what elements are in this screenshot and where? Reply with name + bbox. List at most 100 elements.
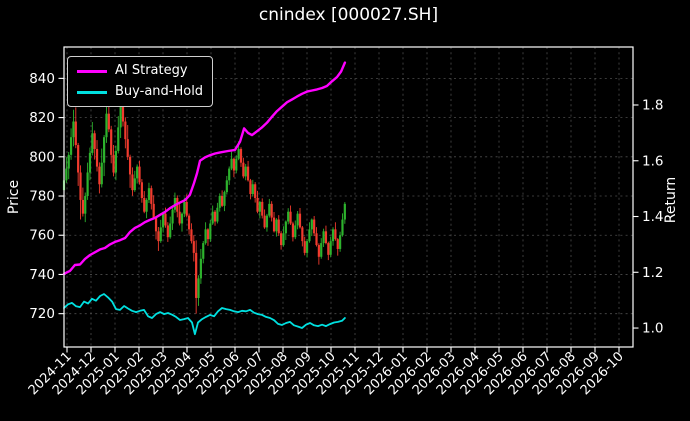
candle-body — [211, 211, 214, 224]
candle-body — [317, 245, 320, 257]
candle-body — [322, 231, 325, 244]
candle-body — [282, 233, 285, 246]
plot-border — [63, 46, 634, 348]
legend-item-ai-strategy: AI Strategy — [77, 64, 203, 78]
candle-body — [225, 180, 228, 193]
candle-body — [232, 158, 236, 171]
candle-body — [296, 213, 299, 226]
candle-body — [98, 166, 101, 185]
candle-body — [74, 121, 77, 146]
candle-body — [100, 162, 103, 185]
candle-body — [145, 199, 148, 212]
right-tick-label: 1.4 — [642, 209, 663, 225]
left-tick-label: 800 — [29, 149, 55, 165]
candle-body — [249, 180, 252, 195]
candle-body — [223, 192, 226, 206]
legend-label-buy-and-hold: Buy-and-Hold — [115, 84, 204, 99]
buy-and-hold-line — [63, 293, 346, 336]
candle-body — [105, 113, 108, 138]
candle-body — [329, 241, 332, 255]
candle-body — [138, 166, 141, 183]
candle-body — [265, 215, 269, 228]
candle-body — [289, 211, 292, 224]
candlesticks — [62, 94, 346, 314]
candle-body — [339, 235, 342, 249]
candle-body — [298, 213, 302, 228]
candle-body — [301, 227, 304, 242]
candle-body — [126, 139, 129, 157]
candle-body — [308, 229, 311, 242]
right-tick-label: 1.0 — [642, 321, 663, 337]
candle-body — [261, 201, 264, 216]
candle-body — [303, 241, 306, 253]
candle-body — [235, 158, 238, 171]
candle-body — [268, 203, 271, 216]
candle-body — [277, 219, 280, 234]
candle-body — [187, 215, 191, 230]
candle-body — [209, 223, 212, 240]
candle-body — [334, 229, 337, 240]
candle-body — [143, 197, 146, 212]
candle-body — [84, 196, 87, 214]
candle-body — [331, 229, 335, 242]
candle-body — [216, 207, 219, 222]
candle-body — [81, 199, 84, 214]
candle-body — [65, 168, 68, 181]
candle-body — [244, 166, 247, 177]
candle-body — [230, 158, 233, 169]
candle-body — [91, 133, 94, 153]
candle-body — [124, 121, 127, 140]
candle-body — [313, 219, 316, 234]
candle-body — [324, 231, 328, 244]
candle-body — [77, 145, 80, 173]
right-tick-label: 1.6 — [642, 153, 663, 169]
candle-body — [121, 105, 125, 122]
candle-body — [251, 184, 254, 195]
candle-body — [112, 154, 115, 173]
candle-body — [169, 223, 172, 238]
candle-body — [166, 225, 169, 238]
candle-body — [107, 113, 110, 130]
candle-body — [79, 172, 82, 200]
right-axis: 1.8 1.6 1.4 1.2 1.0 — [633, 97, 663, 337]
left-axis: 840 820 800 780 760 740 720 — [29, 71, 64, 322]
candle-body — [199, 258, 202, 279]
candle-body — [294, 225, 297, 238]
left-tick-label: 740 — [29, 267, 55, 283]
candle-body — [315, 233, 318, 246]
candle-body — [164, 213, 167, 226]
candle-body — [327, 243, 330, 255]
left-tick-label: 840 — [29, 71, 55, 87]
candle-body — [192, 241, 195, 253]
candle-body — [110, 129, 113, 155]
candle-body — [341, 219, 344, 236]
candle-body — [284, 221, 287, 234]
candle-body — [162, 213, 165, 228]
candle-body — [183, 201, 186, 214]
candle-body — [291, 223, 295, 238]
candle-body — [258, 201, 261, 212]
candle-body — [221, 196, 224, 206]
candle-body — [237, 148, 240, 159]
candle-body — [275, 219, 278, 232]
candle-body — [128, 156, 132, 175]
left-tick-label: 820 — [29, 110, 55, 126]
candle-body — [195, 252, 198, 298]
candle-body — [242, 162, 245, 177]
candle-body — [280, 233, 283, 246]
left-tick-label: 760 — [29, 228, 55, 244]
left-tick-label: 720 — [29, 306, 55, 322]
candle-body — [185, 201, 188, 216]
candle-body — [218, 196, 221, 208]
right-tick-label: 1.2 — [642, 265, 663, 281]
candle-body — [152, 203, 155, 218]
left-tick-label: 780 — [29, 189, 55, 205]
candle-body — [213, 211, 217, 222]
buy-and-hold-line-swatch — [77, 90, 107, 94]
candle-body — [180, 213, 184, 224]
candle-body — [69, 137, 73, 155]
candle-body — [287, 211, 290, 222]
candle-body — [114, 150, 118, 173]
candle-body — [239, 148, 243, 163]
